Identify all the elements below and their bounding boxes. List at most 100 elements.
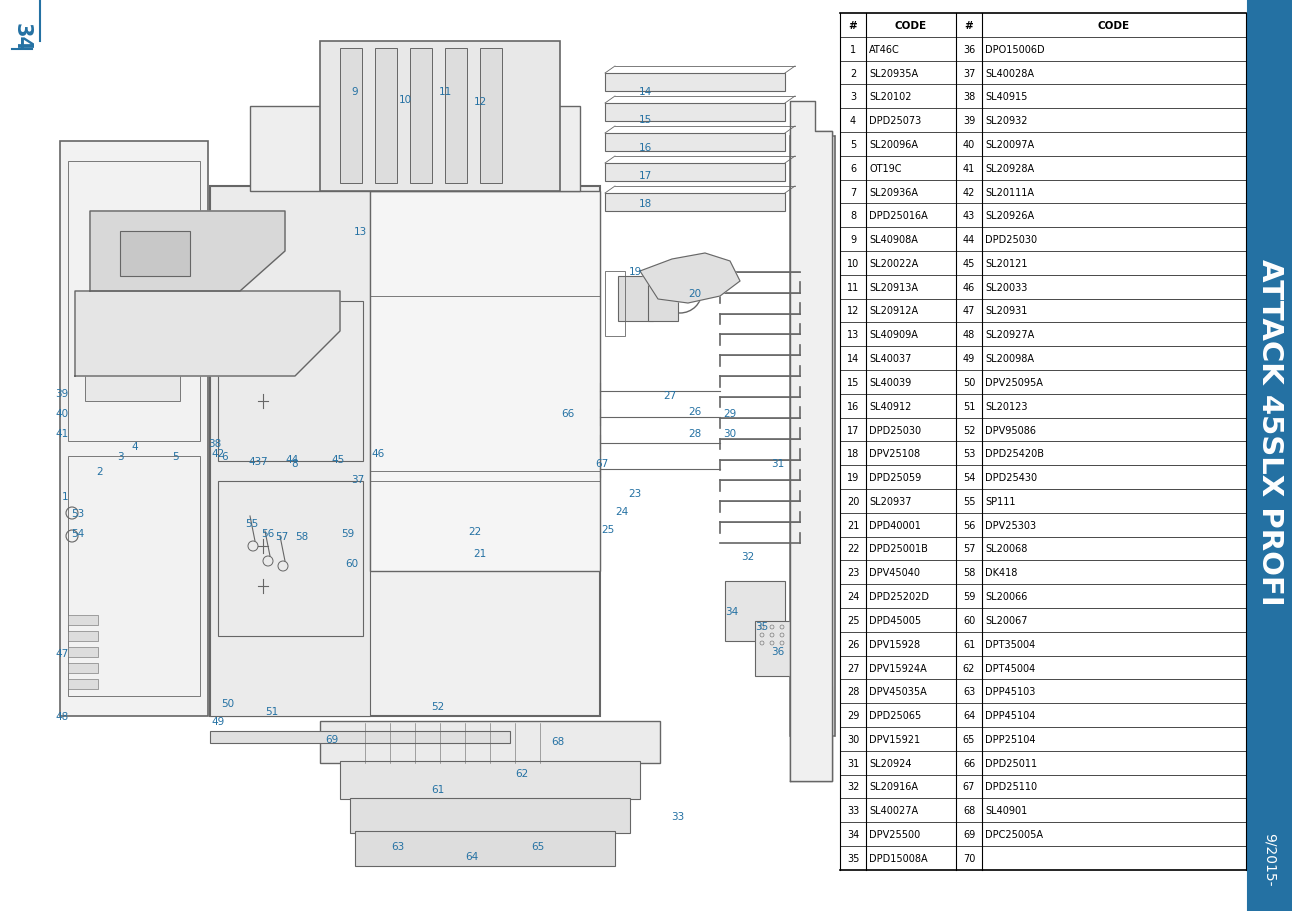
Text: 61: 61 xyxy=(432,784,444,794)
Bar xyxy=(120,231,190,277)
Text: 25: 25 xyxy=(601,525,615,535)
Text: SL20111A: SL20111A xyxy=(985,188,1034,198)
Text: 9/2015-: 9/2015- xyxy=(1264,833,1276,885)
Text: DPD25202D: DPD25202D xyxy=(870,591,929,601)
Text: SL20912A: SL20912A xyxy=(870,306,919,316)
Text: DPV15924A: DPV15924A xyxy=(870,663,926,672)
Text: DPD25030: DPD25030 xyxy=(985,235,1037,245)
Text: 64: 64 xyxy=(963,711,975,721)
Bar xyxy=(59,142,208,716)
Text: DPP45103: DPP45103 xyxy=(985,687,1035,697)
Text: 69: 69 xyxy=(963,829,975,839)
Bar xyxy=(605,74,786,92)
Text: DPD25420B: DPD25420B xyxy=(985,449,1044,459)
Text: 36: 36 xyxy=(963,45,975,55)
Text: AT46C: AT46C xyxy=(870,45,899,55)
Text: 6: 6 xyxy=(850,163,857,173)
Text: 40: 40 xyxy=(963,139,975,149)
Text: SL20927A: SL20927A xyxy=(985,330,1035,340)
Text: 30: 30 xyxy=(846,734,859,744)
Bar xyxy=(68,680,98,690)
Text: 8: 8 xyxy=(292,458,298,468)
Text: 53: 53 xyxy=(963,449,975,459)
Text: 66: 66 xyxy=(562,408,575,418)
Bar xyxy=(218,482,363,636)
Text: 43: 43 xyxy=(963,211,975,221)
Text: 27: 27 xyxy=(663,391,677,401)
Text: SL20033: SL20033 xyxy=(985,282,1027,292)
Bar xyxy=(68,631,98,641)
Text: 5: 5 xyxy=(850,139,857,149)
Polygon shape xyxy=(789,102,832,781)
Bar xyxy=(1248,0,1292,911)
Text: SL20928A: SL20928A xyxy=(985,163,1034,173)
Text: 54: 54 xyxy=(71,528,84,538)
Text: 26: 26 xyxy=(689,406,702,416)
Text: SL40028A: SL40028A xyxy=(985,68,1034,78)
Text: 19: 19 xyxy=(846,473,859,483)
Text: 62: 62 xyxy=(516,768,528,778)
Text: 53: 53 xyxy=(71,508,84,518)
Bar xyxy=(370,192,599,571)
Text: DPD25073: DPD25073 xyxy=(870,116,921,126)
Text: SL20916A: SL20916A xyxy=(870,782,919,792)
Text: 25: 25 xyxy=(846,615,859,625)
Text: SL40912: SL40912 xyxy=(870,401,911,411)
Text: DPD40001: DPD40001 xyxy=(870,520,921,530)
Text: 30: 30 xyxy=(724,428,736,438)
Bar xyxy=(789,137,835,736)
Bar xyxy=(789,132,832,781)
Text: 45: 45 xyxy=(963,259,975,269)
Text: DPD25430: DPD25430 xyxy=(985,473,1037,483)
Text: 7: 7 xyxy=(850,188,857,198)
Text: DPD15008A: DPD15008A xyxy=(870,853,928,863)
Text: 13: 13 xyxy=(846,330,859,340)
Text: 34: 34 xyxy=(846,829,859,839)
Bar xyxy=(649,277,678,322)
Text: 24: 24 xyxy=(615,507,629,517)
Text: 18: 18 xyxy=(846,449,859,459)
Text: 68: 68 xyxy=(963,805,975,815)
Text: 57: 57 xyxy=(275,531,288,541)
Text: 57: 57 xyxy=(963,544,975,554)
Text: 29: 29 xyxy=(724,408,736,418)
Polygon shape xyxy=(75,292,340,376)
Bar xyxy=(410,49,432,184)
Bar xyxy=(320,722,660,763)
Bar xyxy=(444,49,466,184)
Text: DPP45104: DPP45104 xyxy=(985,711,1035,721)
Text: ATTACK 45SLX PROFI: ATTACK 45SLX PROFI xyxy=(1256,259,1284,605)
Bar xyxy=(605,194,786,211)
Text: CODE: CODE xyxy=(1098,21,1130,31)
Text: DPV25500: DPV25500 xyxy=(870,829,920,839)
Text: SP111: SP111 xyxy=(985,496,1016,507)
Text: 63: 63 xyxy=(391,841,404,851)
Text: 61: 61 xyxy=(963,639,975,649)
Text: 48: 48 xyxy=(963,330,975,340)
Bar xyxy=(370,297,599,472)
Text: 65: 65 xyxy=(531,841,545,851)
Text: 58: 58 xyxy=(296,531,309,541)
Bar xyxy=(725,581,786,641)
Text: 42: 42 xyxy=(963,188,975,198)
Bar xyxy=(340,49,362,184)
Text: 12: 12 xyxy=(846,306,859,316)
Bar xyxy=(249,107,580,192)
Text: 51: 51 xyxy=(265,706,279,716)
Text: 29: 29 xyxy=(846,711,859,721)
Bar xyxy=(755,621,810,676)
Text: DPV45035A: DPV45035A xyxy=(870,687,926,697)
Text: 56: 56 xyxy=(261,528,275,538)
Text: 44: 44 xyxy=(286,455,298,465)
Text: SL40027A: SL40027A xyxy=(870,805,919,815)
Text: 14: 14 xyxy=(638,87,651,97)
Bar xyxy=(350,798,630,833)
Text: SL20926A: SL20926A xyxy=(985,211,1034,221)
Text: DPV45040: DPV45040 xyxy=(870,568,920,578)
Text: SL20913A: SL20913A xyxy=(870,282,919,292)
Text: 35: 35 xyxy=(756,621,769,631)
Text: DPD25059: DPD25059 xyxy=(870,473,921,483)
Bar xyxy=(340,762,640,799)
Text: 12: 12 xyxy=(473,97,487,107)
Text: 54: 54 xyxy=(963,473,975,483)
